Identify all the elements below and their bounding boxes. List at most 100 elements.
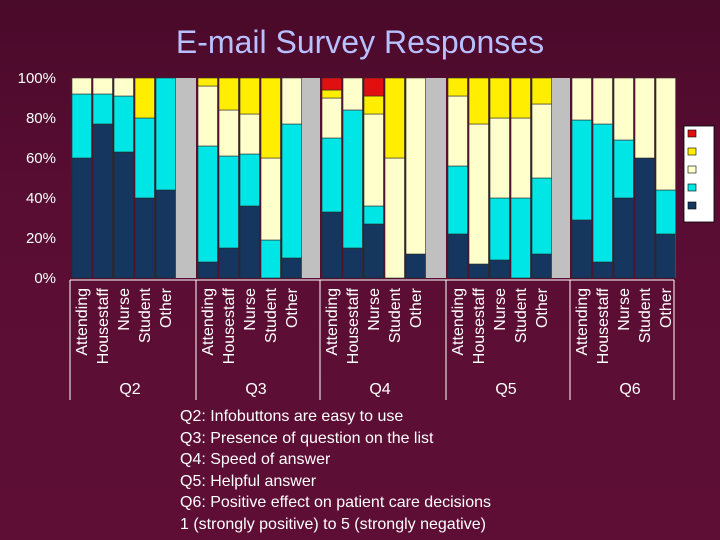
legend-label-1: 1 xyxy=(701,201,707,212)
bar-segment-q5-housestaff-1 xyxy=(468,263,489,279)
legend-swatch-2 xyxy=(687,183,697,192)
bar-segment-q3-attending-3 xyxy=(197,85,218,147)
bar-segment-q6-student-1 xyxy=(634,157,655,279)
bar-segment-q5-nurse-1 xyxy=(489,259,510,279)
bar-segment-q6-attending-2 xyxy=(571,119,592,221)
legend-label-2: 2 xyxy=(701,183,707,194)
bar-segment-q5-attending-1 xyxy=(447,233,468,279)
note-q3: Q3: Presence of question on the list xyxy=(180,429,434,447)
group-label-q4: Q4 xyxy=(369,381,390,398)
bar-segment-q2-nurse-3 xyxy=(113,77,134,97)
bar-segment-q5-other-2 xyxy=(531,177,552,255)
bar-segment-q4-attending-1 xyxy=(321,211,342,279)
bar-segment-q5-other-3 xyxy=(531,103,552,179)
bar-segment-q3-other-1 xyxy=(281,257,302,279)
legend-swatch-3 xyxy=(687,165,697,174)
category-label: Other xyxy=(658,287,675,328)
category-label: Other xyxy=(284,287,301,328)
category-label: Nurse xyxy=(366,288,383,331)
bar-segment-q2-nurse-1 xyxy=(113,151,134,279)
bar-segment-q4-nurse-3 xyxy=(363,113,384,207)
category-label: Nurse xyxy=(242,288,259,331)
bar-segment-q5-attending-2 xyxy=(447,165,468,235)
bar-segment-q5-attending-3 xyxy=(447,95,468,167)
y-tick-label: 40% xyxy=(26,190,56,207)
group-label-q6: Q6 xyxy=(619,381,640,398)
bar-segment-q2-attending-1 xyxy=(71,157,92,279)
bar-segment-q4-nurse-1 xyxy=(363,223,384,279)
y-tick-label: 80% xyxy=(26,110,56,127)
legend-label-5: 5 xyxy=(701,129,707,140)
category-label: Other xyxy=(408,287,425,328)
bar-segment-q6-student-3 xyxy=(634,77,655,159)
bar-segment-q3-student-3 xyxy=(260,157,281,241)
bar-segment-q6-other-1 xyxy=(655,233,676,279)
bar-segment-q3-other-2 xyxy=(281,123,302,259)
bar-segment-q5-other-1 xyxy=(531,253,552,279)
bar-segment-q3-attending-2 xyxy=(197,145,218,263)
bar-segment-q3-other-3 xyxy=(281,77,302,125)
note-q2: Q2: Infobuttons are easy to use xyxy=(180,408,404,425)
category-label: Nurse xyxy=(116,288,133,331)
bar-segment-q5-student-4 xyxy=(510,77,531,119)
category-label: Student xyxy=(137,287,154,343)
category-label: Student xyxy=(637,287,654,343)
category-label: Student xyxy=(513,287,530,343)
note-scale: 1 (strongly positive) to 5 (strongly neg… xyxy=(180,515,486,533)
bar-segment-q4-housestaff-3 xyxy=(342,77,363,111)
category-label: Attending xyxy=(450,288,467,356)
bar-segment-q3-nurse-3 xyxy=(239,113,260,155)
bar-segment-q4-other-1 xyxy=(405,253,426,279)
bar-segment-q4-housestaff-2 xyxy=(342,109,363,249)
y-tick-label: 20% xyxy=(26,230,56,247)
legend-swatch-1 xyxy=(687,201,697,210)
question-notes: Q2: Infobuttons are easy to use Q3: Pres… xyxy=(180,406,491,536)
category-label: Nurse xyxy=(616,288,633,331)
bar-segment-q2-nurse-2 xyxy=(113,95,134,153)
note-q6: Q6: Positive effect on patient care deci… xyxy=(180,494,491,512)
bar-segment-q3-nurse-2 xyxy=(239,153,260,207)
category-label: Attending xyxy=(324,288,341,356)
bar-segment-q2-attending-3 xyxy=(71,77,92,95)
bar-segment-q2-housestaff-1 xyxy=(92,123,113,279)
category-label: Housestaff xyxy=(595,287,612,364)
bar-segment-q4-nurse-4 xyxy=(363,95,384,115)
bar-segment-q2-student-1 xyxy=(134,197,155,279)
bar-segment-q4-housestaff-1 xyxy=(342,247,363,279)
category-label: Student xyxy=(387,287,404,343)
category-label: Housestaff xyxy=(345,287,362,364)
bar-segment-q3-nurse-1 xyxy=(239,205,260,279)
bar-segment-q3-housestaff-3 xyxy=(218,109,239,157)
bar-segment-q6-nurse-1 xyxy=(613,197,634,279)
bar-segment-q6-nurse-2 xyxy=(613,139,634,199)
group-label-q3: Q3 xyxy=(245,381,266,398)
bar-segment-q4-attending-5 xyxy=(321,77,342,91)
bar-segment-q4-attending-3 xyxy=(321,97,342,139)
note-q4: Q4: Speed of answer xyxy=(180,451,331,469)
category-label: Student xyxy=(263,287,280,343)
bar-segment-q2-student-2 xyxy=(134,117,155,199)
bar-segment-q6-housestaff-1 xyxy=(592,261,613,279)
bar-segment-q5-housestaff-4 xyxy=(468,77,489,125)
bar-segment-q5-housestaff-3 xyxy=(468,123,489,265)
category-label: Attending xyxy=(74,288,91,356)
bar-segment-q2-housestaff-3 xyxy=(92,77,113,95)
bar-segment-q5-student-2 xyxy=(510,197,531,279)
bar-segment-q2-other-1 xyxy=(155,189,176,279)
bar-segment-q3-student-2 xyxy=(260,239,281,279)
bar-segment-q3-housestaff-4 xyxy=(218,77,239,111)
chart-title: E-mail Survey Responses xyxy=(175,24,545,60)
bar-segment-q3-housestaff-2 xyxy=(218,155,239,249)
bar-segment-q6-housestaff-3 xyxy=(592,77,613,125)
bar-segment-q6-other-3 xyxy=(655,77,676,191)
bar-segment-q3-attending-4 xyxy=(197,77,218,87)
category-label: Attending xyxy=(200,288,217,356)
group-label-q2: Q2 xyxy=(119,381,140,398)
bar-segment-q5-nurse-4 xyxy=(489,77,510,119)
bar-segment-q6-attending-1 xyxy=(571,219,592,279)
bar-segment-q6-other-2 xyxy=(655,189,676,235)
bar-segment-q2-student-4 xyxy=(134,77,155,119)
bar-segment-q6-attending-3 xyxy=(571,77,592,121)
bar-segment-q6-nurse-3 xyxy=(613,77,634,141)
